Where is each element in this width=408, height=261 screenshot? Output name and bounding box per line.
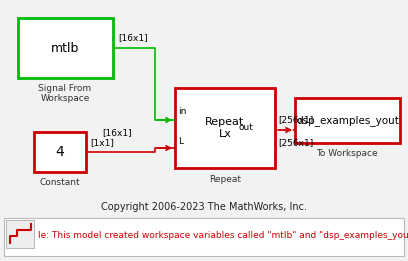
Bar — [175, 88, 275, 168]
Bar — [6, 220, 34, 248]
Text: [16x1]: [16x1] — [102, 128, 132, 137]
Text: out: out — [238, 123, 253, 133]
Text: To Workspace: To Workspace — [316, 149, 378, 158]
Text: dsp_examples_yout: dsp_examples_yout — [296, 115, 399, 126]
Bar — [4, 218, 404, 256]
Text: [16x1]: [16x1] — [118, 33, 148, 42]
Text: mtlb: mtlb — [51, 41, 80, 55]
Text: in: in — [178, 108, 186, 116]
Text: Repeat
Lx: Repeat Lx — [205, 117, 245, 139]
Text: L: L — [178, 138, 183, 146]
Text: Copyright 2006-2023 The MathWorks, Inc.: Copyright 2006-2023 The MathWorks, Inc. — [101, 202, 307, 212]
Text: [256x1]: [256x1] — [278, 138, 313, 147]
Text: Constant: Constant — [40, 178, 80, 187]
Text: 4: 4 — [55, 145, 64, 159]
Bar — [295, 98, 400, 143]
Bar — [34, 132, 86, 172]
Text: [1x1]: [1x1] — [90, 138, 114, 147]
Bar — [18, 18, 113, 78]
Text: Signal From
Workspace: Signal From Workspace — [38, 84, 91, 103]
Text: [256x1]: [256x1] — [278, 115, 313, 124]
Text: le: This model created workspace variables called "mtlb" and "dsp_examples_yout": le: This model created workspace variabl… — [38, 230, 408, 240]
Text: Repeat: Repeat — [209, 175, 241, 184]
